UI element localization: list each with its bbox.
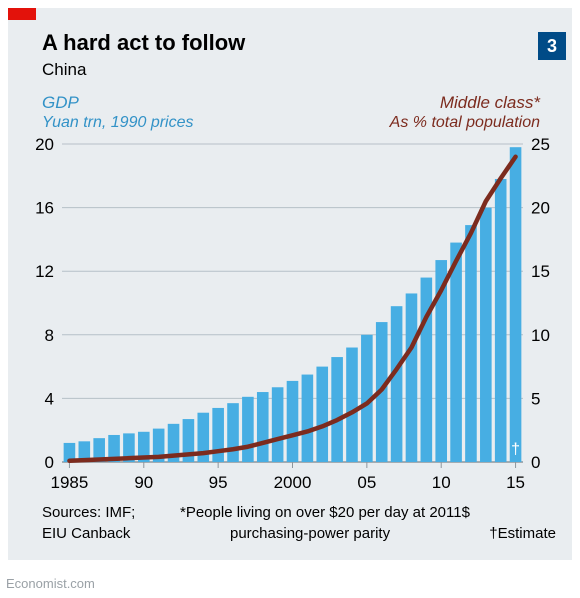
credit-text: Economist.com <box>6 576 95 591</box>
sources-line1: Sources: IMF; <box>42 504 135 521</box>
svg-text:20: 20 <box>531 199 550 218</box>
svg-text:15: 15 <box>531 262 550 281</box>
chart-title: A hard act to follow <box>42 30 245 56</box>
chart-number: 3 <box>547 36 557 56</box>
svg-text:12: 12 <box>35 262 54 281</box>
sources-line2: EIU Canback <box>42 525 130 542</box>
svg-text:†: † <box>511 441 520 458</box>
economist-red-tab <box>8 8 36 20</box>
chart-plot: 0054108151220162520198590952000051015† <box>22 136 563 494</box>
svg-text:20: 20 <box>35 136 54 154</box>
svg-text:0: 0 <box>45 453 54 472</box>
left-series-name: GDP <box>42 93 79 113</box>
chart-subtitle: China <box>42 60 86 80</box>
footnote-line2: purchasing-power parity <box>230 525 390 542</box>
estimate-footnote: †Estimate <box>489 525 556 542</box>
svg-text:10: 10 <box>432 473 451 492</box>
footnote-line1: *People living on over $20 per day at 20… <box>180 504 470 521</box>
svg-text:15: 15 <box>506 473 525 492</box>
svg-text:95: 95 <box>209 473 228 492</box>
right-series-name: Middle class* <box>440 93 540 113</box>
svg-text:4: 4 <box>45 389 54 408</box>
svg-text:8: 8 <box>45 326 54 345</box>
svg-text:25: 25 <box>531 136 550 154</box>
chart-number-box: 3 <box>538 32 566 60</box>
svg-text:16: 16 <box>35 199 54 218</box>
svg-text:5: 5 <box>531 389 540 408</box>
svg-text:2000: 2000 <box>274 473 312 492</box>
svg-text:0: 0 <box>531 453 540 472</box>
svg-text:10: 10 <box>531 326 550 345</box>
left-series-units: Yuan trn, 1990 prices <box>42 114 194 132</box>
right-series-units: As % total population <box>390 114 540 132</box>
chart-container: 3 A hard act to follow China GDP Yuan tr… <box>0 0 580 598</box>
svg-text:90: 90 <box>134 473 153 492</box>
svg-text:05: 05 <box>357 473 376 492</box>
svg-text:1985: 1985 <box>51 473 89 492</box>
